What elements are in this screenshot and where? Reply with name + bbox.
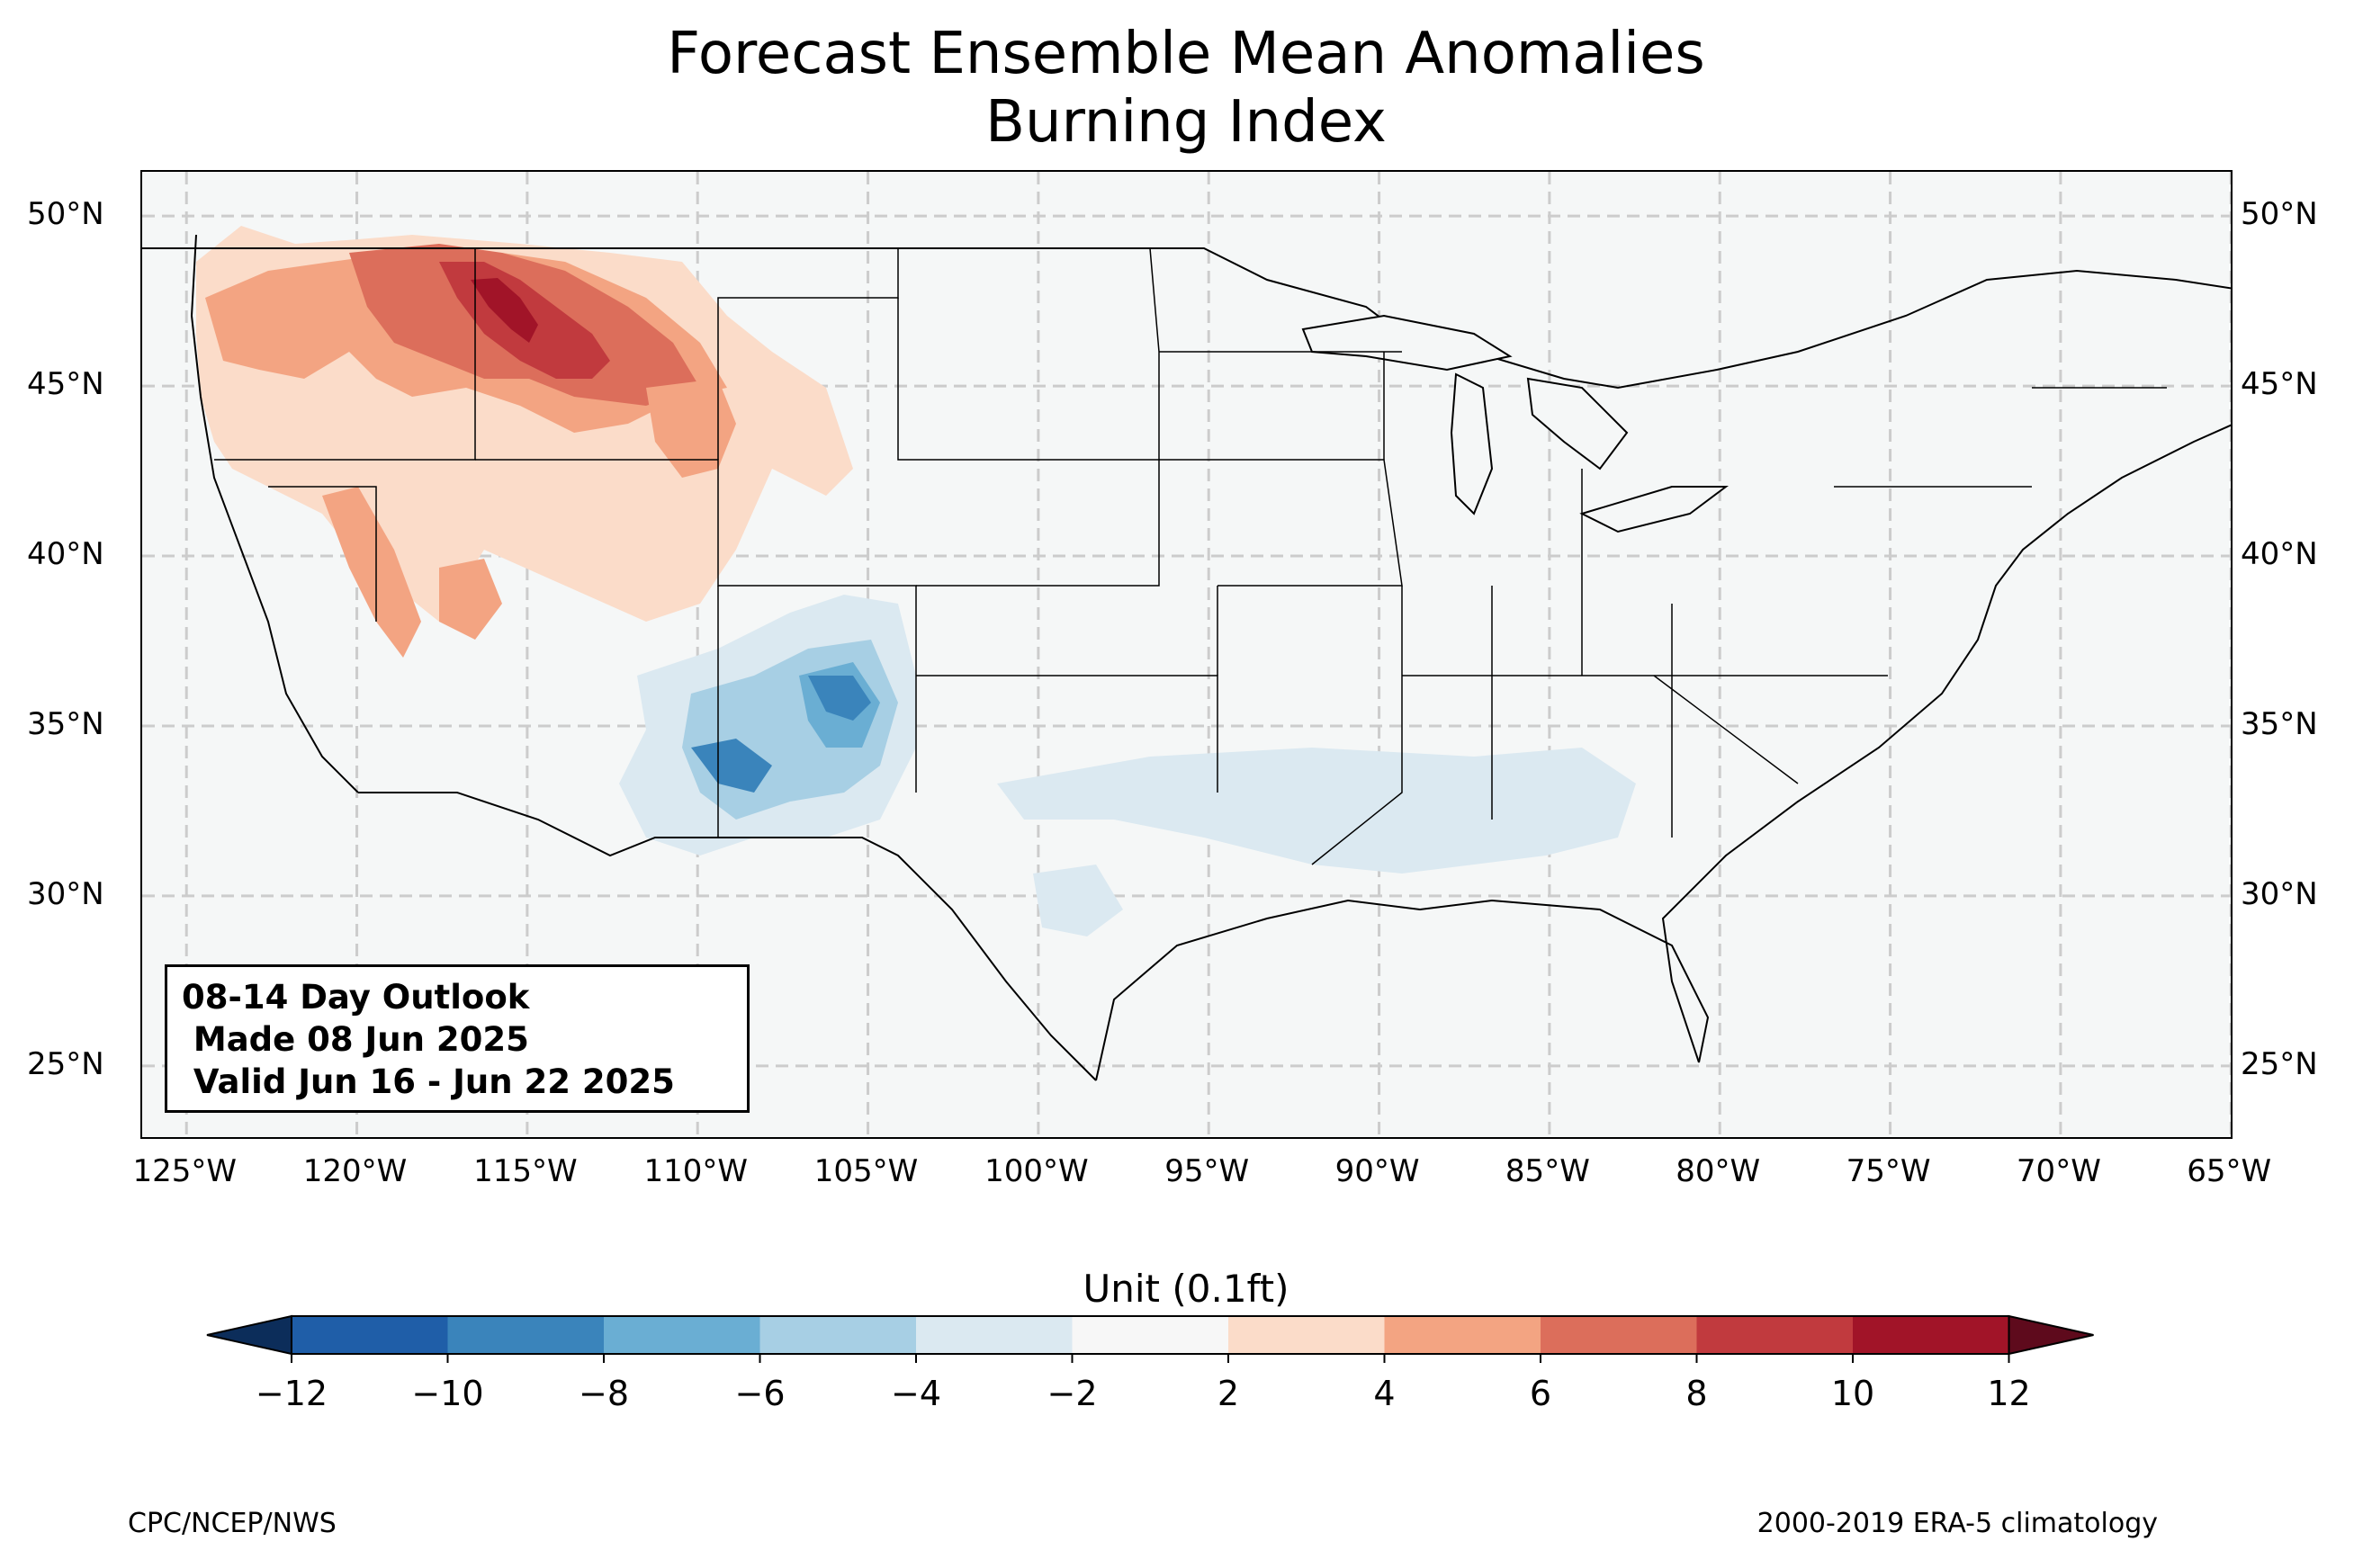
great-lakes [1301, 314, 1729, 533]
colorbar-over-extension [2008, 1314, 2094, 1356]
anomaly-region-gulf [997, 748, 1636, 874]
lon-label: 80°W [1676, 1153, 1761, 1189]
lat-label-left: 35°N [27, 705, 104, 742]
colorbar [206, 1314, 2094, 1363]
lake-superior [1301, 314, 1513, 372]
lat-label-left: 45°N [27, 366, 104, 403]
lat-label-right: 30°N [2241, 875, 2318, 912]
lat-label-left: 25°N [27, 1045, 104, 1082]
colorbar-tick-label: 4 [1373, 1374, 1396, 1413]
lat-label-left: 50°N [27, 196, 104, 233]
colorbar-tick-label: −6 [734, 1374, 786, 1413]
colorbar-tick-label: −12 [255, 1374, 328, 1413]
west-coast [190, 234, 359, 793]
outlook-made-date: Made 08 Jun 2025 [182, 1020, 529, 1059]
colorbar-segment [1072, 1316, 1229, 1354]
gulf-coast [1095, 899, 1710, 1081]
chart-subtitle: Burning Index [985, 89, 1387, 156]
colorbar-segment [916, 1316, 1073, 1354]
lon-label: 105°W [813, 1153, 919, 1189]
colorbar-segment [1696, 1316, 1854, 1354]
anomaly-region-az-core [691, 739, 772, 793]
lat-label-right: 35°N [2241, 705, 2318, 742]
colorbar-tick-label: 8 [1685, 1374, 1708, 1413]
lon-label: 70°W [2016, 1153, 2101, 1189]
credit-text: CPC/NCEP/NWS [128, 1508, 337, 1539]
state-borders [214, 247, 2167, 865]
political-borders [142, 234, 2231, 1081]
lon-label: 120°W [302, 1153, 408, 1189]
state-line [1149, 247, 1160, 460]
anomaly-region-tx-south [1033, 865, 1123, 936]
lat-label-right: 40°N [2241, 536, 2318, 573]
anomaly-fills [196, 226, 1636, 936]
colorbar-segment [1228, 1316, 1385, 1354]
colorbar-outline [291, 1315, 2010, 1355]
anomaly-region-nv [322, 487, 421, 658]
us-mexico-border [358, 792, 1097, 1081]
state-line [717, 248, 899, 460]
colorbar-tick-label: −10 [411, 1374, 484, 1413]
colorbar-tick-label: 6 [1529, 1374, 1552, 1413]
lon-label: 100°W [984, 1153, 1089, 1189]
anomaly-region-wy [646, 379, 736, 478]
anomaly-region-nm-core [808, 676, 871, 721]
state-line [897, 298, 1160, 587]
colorbar-tick-label: −2 [1047, 1374, 1098, 1413]
us-canada-border [142, 247, 2231, 390]
anomaly-region-ut [439, 559, 502, 640]
lake-erie [1579, 486, 1729, 533]
colorbar-under-extension [206, 1314, 292, 1356]
chart-title: Forecast Ensemble Mean Anomalies [667, 21, 1705, 87]
colorbar-tick-label: −4 [890, 1374, 942, 1413]
outlook-period: 08-14 Day Outlook [182, 978, 530, 1017]
state-line [1311, 586, 1403, 865]
east-coast [1661, 424, 2231, 1063]
outlook-valid-range: Valid Jun 16 - Jun 22 2025 [182, 1062, 675, 1101]
colorbar-tick-label: 2 [1217, 1374, 1240, 1413]
colorbar-segment [447, 1316, 605, 1354]
colorbar-segment [1541, 1316, 1697, 1354]
lon-label: 115°W [473, 1153, 578, 1189]
colorbar-segment [759, 1316, 917, 1354]
lon-label: 90°W [1334, 1153, 1420, 1189]
lat-label-right: 50°N [2241, 196, 2318, 233]
colorbar-segment [1384, 1316, 1541, 1354]
climatology-note: 2000-2019 ERA-5 climatology [1757, 1508, 2158, 1539]
lon-label: 125°W [132, 1153, 237, 1189]
lon-label: 65°W [2187, 1153, 2272, 1189]
colorbar-segment [604, 1316, 760, 1354]
lon-label: 85°W [1505, 1153, 1590, 1189]
state-line [1653, 675, 1799, 784]
lon-label: 75°W [1846, 1153, 1931, 1189]
lon-label: 95°W [1164, 1153, 1250, 1189]
outlook-info-box: 08-14 Day Outlook Made 08 Jun 2025 Valid… [165, 964, 750, 1113]
lat-label-right: 45°N [2241, 366, 2318, 403]
lon-label: 110°W [643, 1153, 748, 1189]
lake-huron [1526, 377, 1629, 470]
state-line [1159, 459, 1403, 587]
anomaly-region-idaho-core [471, 278, 538, 343]
lat-label-left: 30°N [27, 875, 104, 912]
colorbar-tick-label: 10 [1830, 1374, 1875, 1413]
colorbar-segment [292, 1316, 448, 1354]
lake-michigan [1450, 372, 1494, 515]
colorbar-tick-label: −8 [578, 1374, 630, 1413]
us-map [142, 172, 2231, 1137]
state-line [268, 486, 377, 622]
lat-label-right: 25°N [2241, 1045, 2318, 1082]
colorbar-label: Unit (0.1ft) [1083, 1267, 1289, 1311]
colorbar-segment [1853, 1316, 2009, 1354]
lat-label-left: 40°N [27, 536, 104, 573]
colorbar-tick-label: 12 [1987, 1374, 2031, 1413]
